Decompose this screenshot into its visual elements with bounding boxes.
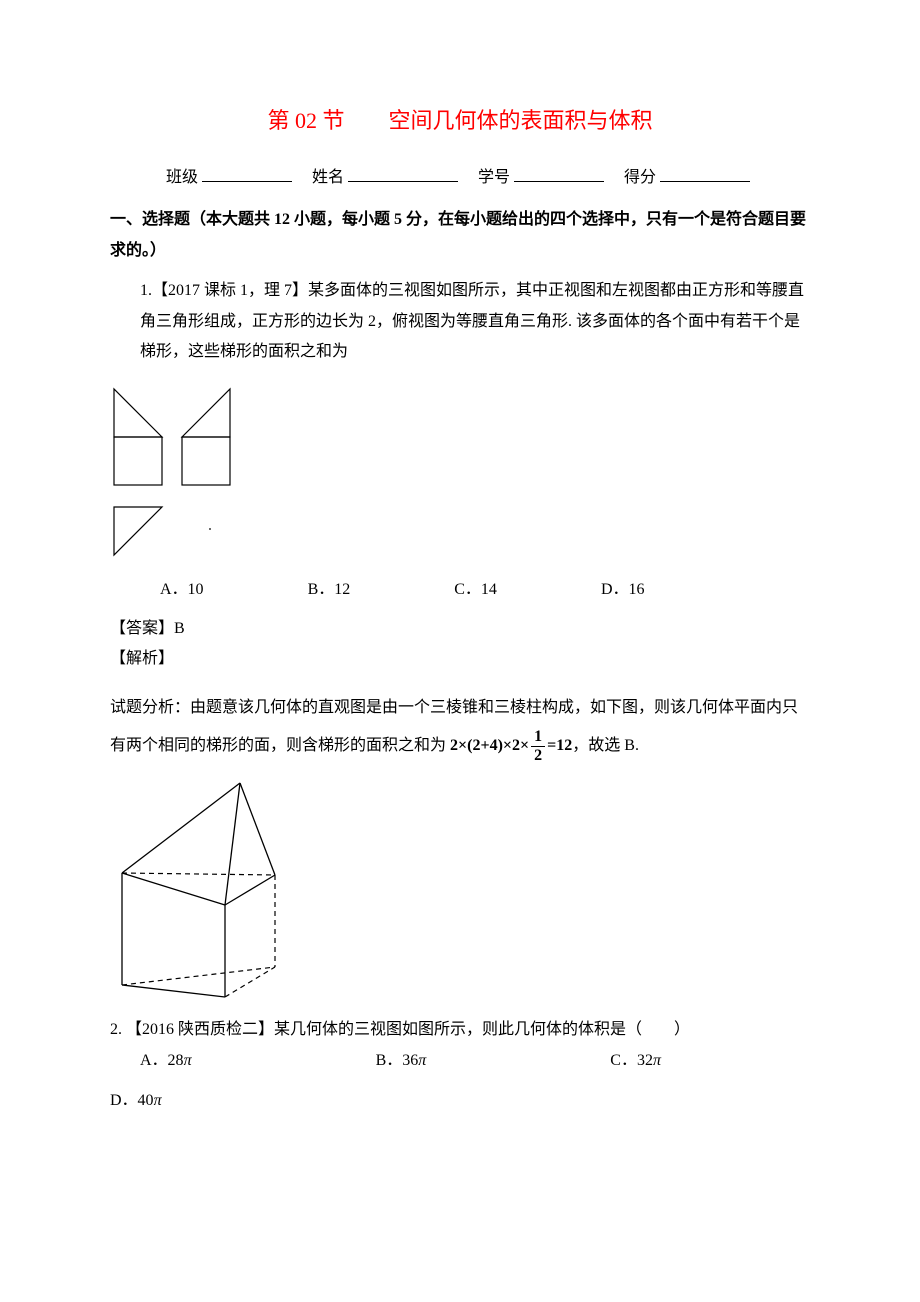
q2-body: 某几何体的三视图如图所示，则此几何体的体积是（ ） (274, 1021, 690, 1038)
name-label: 姓名 (312, 169, 344, 186)
q1-formula-tail: ，故选 B. (572, 737, 639, 754)
score-label: 得分 (624, 169, 656, 186)
q1-prefix: 1.【2017 课标 1，理 7】 (140, 282, 308, 299)
q2-opt-b: B．36π (376, 1046, 427, 1076)
q1-answer: B (174, 620, 185, 637)
q1-analysis-label: 【解析】 (110, 644, 810, 674)
q1-analysis: 试题分析：由题意该几何体的直观图是由一个三棱锥和三棱柱构成，如下图，则该几何体平… (110, 689, 810, 766)
page-title: 第 02 节 空间几何体的表面积与体积 (110, 100, 810, 142)
frac-den: 2 (531, 747, 545, 765)
q1-options: A．10 B．12 C．14 D．16 (110, 575, 810, 605)
section-intro: 一、选择题（本大题共 12 小题，每小题 5 分，在每小题给出的四个选择中，只有… (110, 205, 810, 266)
q1-opt-c: C．14 (454, 575, 497, 605)
name-blank (348, 162, 458, 182)
class-blank (202, 162, 292, 182)
class-label: 班级 (166, 169, 198, 186)
q2-options: A．28π B．36π C．32π (110, 1046, 810, 1076)
page: 第 02 节 空间几何体的表面积与体积 班级 姓名 学号 得分 一、选择题（本大… (0, 0, 920, 1177)
q1-solid-diagram (110, 775, 810, 1005)
q1-answer-line: 【答案】B (110, 614, 810, 644)
q2-opt-c: C．32π (610, 1046, 661, 1076)
q1-three-views-diagram (104, 377, 810, 567)
q1-opt-b: B．12 (308, 575, 351, 605)
q2-opt-d: D．40π (110, 1086, 810, 1116)
q1-formula-frac: 12 (531, 728, 545, 764)
q1-text: 1.【2017 课标 1，理 7】某多面体的三视图如图所示，其中正视图和左视图都… (110, 276, 810, 367)
sid-blank (514, 162, 604, 182)
frac-num: 1 (531, 728, 545, 747)
sid-label: 学号 (478, 169, 510, 186)
q1-opt-a: A．10 (160, 575, 204, 605)
q1-opt-d: D．16 (601, 575, 645, 605)
three-views-svg (104, 377, 254, 567)
q1-formula-p1: 2×(2+4)×2× (450, 737, 529, 754)
q2-opt-a: A．28π (140, 1046, 192, 1076)
solid-svg (110, 775, 320, 1005)
q2-text: 2. 【2016 陕西质检二】某几何体的三视图如图所示，则此几何体的体积是（ ） (110, 1015, 810, 1045)
score-blank (660, 162, 750, 182)
student-info-line: 班级 姓名 学号 得分 (110, 162, 810, 194)
q1-formula-eq: =12 (547, 737, 572, 754)
q2-prefix: 2. 【2016 陕西质检二】 (110, 1021, 274, 1038)
answer-label: 【答案】 (110, 620, 174, 637)
